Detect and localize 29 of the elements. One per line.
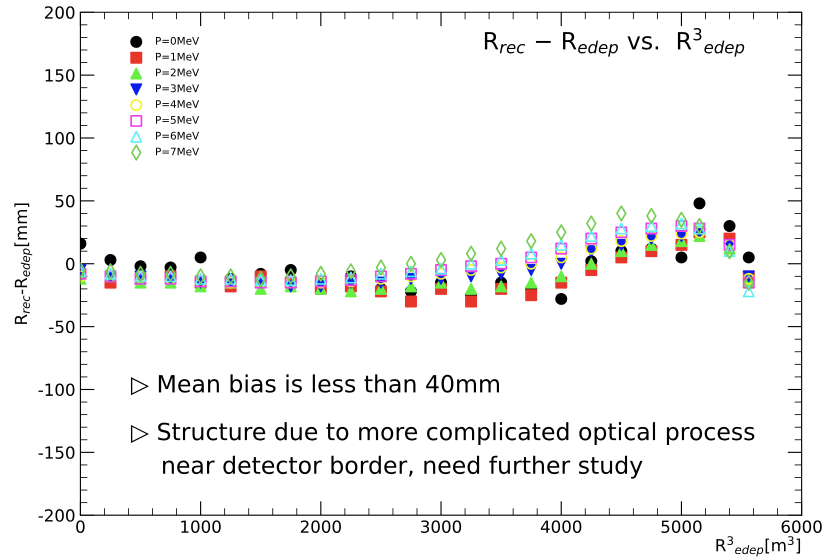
annotation: ▷ Mean bias is less than 40mm bbox=[130, 374, 499, 396]
x-axis-title: R$^{3}$$_{edep}$[m$^{3}$] bbox=[716, 536, 800, 556]
y-tick-label: 150 bbox=[46, 69, 74, 82]
x-tick-label: 4000 bbox=[540, 520, 582, 533]
y-tick-label: 50 bbox=[56, 194, 74, 208]
legend-label: P=6MeV bbox=[156, 132, 200, 140]
legend-label: P=7MeV bbox=[156, 148, 200, 156]
y-tick-label: -150 bbox=[38, 446, 74, 459]
x-tick-label: 2000 bbox=[300, 520, 341, 533]
y-tick-label: 0 bbox=[66, 258, 74, 270]
y-tick-label: 100 bbox=[46, 132, 74, 145]
x-tick-label: 6000 bbox=[782, 520, 822, 533]
legend-label: P=2MeV bbox=[156, 68, 200, 76]
x-tick-label: 0 bbox=[76, 520, 85, 533]
y-tick-label: 200 bbox=[44, 6, 74, 19]
x-tick-label: 1000 bbox=[181, 520, 221, 533]
text: R$_{rec}$ − R$_{edep}$ vs. R$^{3}$$_{edep}$ bbox=[484, 28, 744, 57]
y-tick-label: -100 bbox=[38, 383, 74, 396]
legend-label: P=1MeV bbox=[156, 52, 200, 61]
x-tick-label: 3000 bbox=[421, 520, 462, 533]
legend-label: P=0MeV bbox=[156, 36, 200, 45]
legend-label: P=3MeV bbox=[156, 84, 200, 92]
legend-label: P=4MeV bbox=[156, 100, 200, 108]
y-tick-label: -50 bbox=[49, 320, 74, 334]
x-tick-label: 5000 bbox=[662, 520, 702, 533]
legend-label: P=5MeV bbox=[156, 116, 200, 124]
annotation: ▷ Structure due to more complicated optical process near detector border, need further study bbox=[130, 422, 754, 479]
y-axis-title: R$_{rec}$-R$_{edep}$[mm] bbox=[14, 203, 32, 324]
y-tick-label: -200 bbox=[38, 509, 74, 522]
